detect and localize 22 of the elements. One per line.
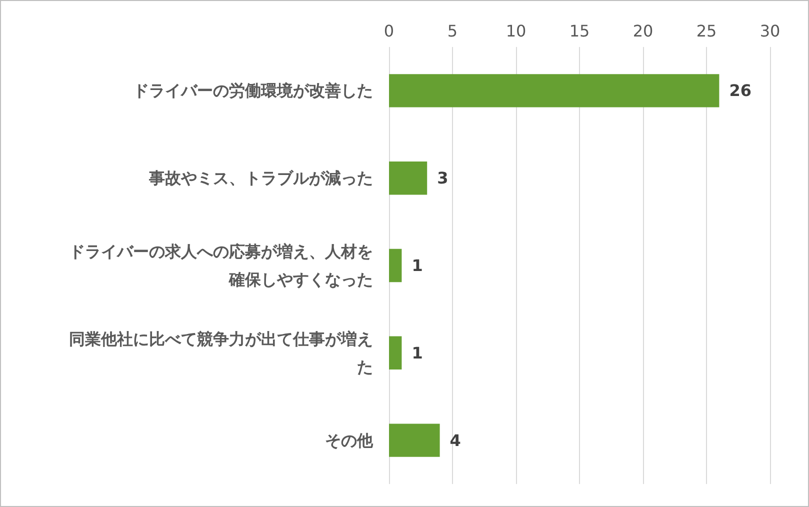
y-tick-label: ドライバーの求人への応募が増え、人材を確保しやすくなった	[69, 242, 373, 289]
x-tick-label: 15	[569, 22, 590, 40]
data-label: 1	[412, 343, 423, 362]
x-tick-label: 0	[384, 22, 394, 40]
x-tick-label: 10	[506, 22, 526, 40]
data-label: 4	[450, 430, 461, 450]
bar	[389, 336, 402, 370]
y-tick-label: ドライバーの労働環境が改善した	[133, 81, 373, 100]
bar	[389, 248, 402, 282]
bar	[389, 424, 440, 457]
y-tick-label: その他	[325, 430, 374, 450]
x-tick-label: 30	[760, 22, 780, 40]
data-label: 3	[437, 168, 448, 188]
bar	[389, 161, 428, 195]
x-tick-label: 5	[447, 22, 458, 40]
y-tick-label: 同業他社に比べて競争力が出て仕事が増えた	[69, 329, 373, 376]
x-tick-label: 25	[696, 22, 717, 40]
y-tick-label: 事故やミス、トラブルが減った	[148, 168, 373, 188]
data-label: 26	[729, 81, 752, 100]
bar	[389, 74, 720, 108]
data-label: 1	[412, 256, 423, 275]
x-tick-label: 20	[632, 22, 654, 40]
